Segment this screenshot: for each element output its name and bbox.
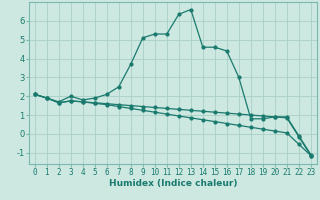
X-axis label: Humidex (Indice chaleur): Humidex (Indice chaleur): [108, 179, 237, 188]
